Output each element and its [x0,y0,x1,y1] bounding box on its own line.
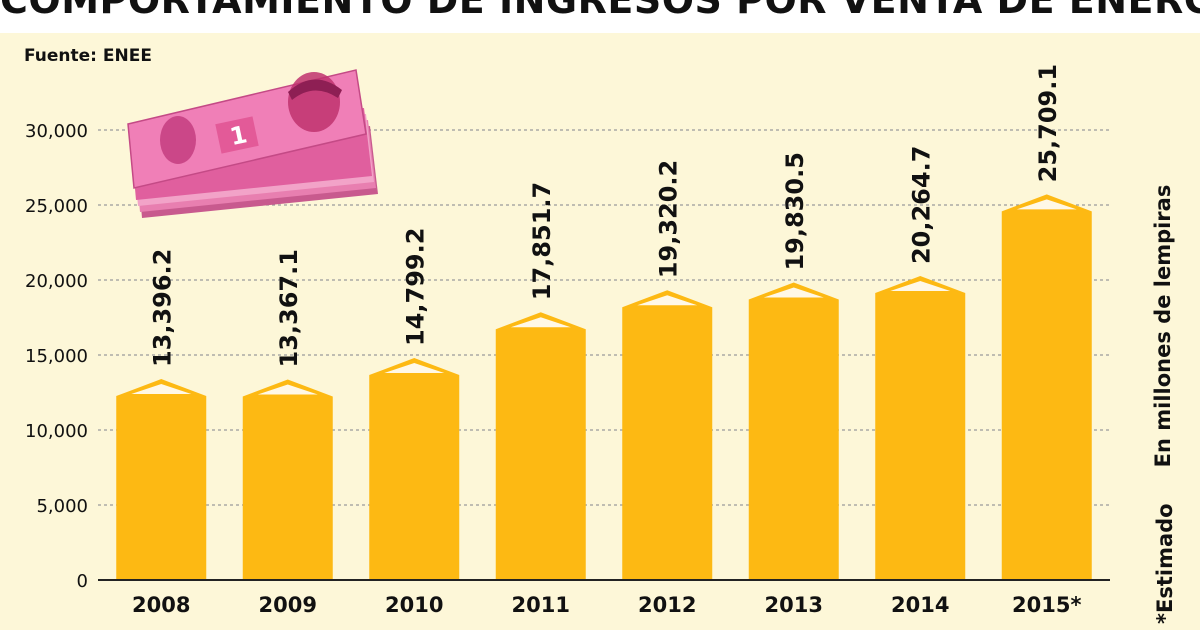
bar [495,312,586,580]
data-label: 13,367.1 [275,249,303,367]
data-label: 25,709.1 [1034,64,1062,182]
x-tick-label: 2012 [638,593,696,617]
y-tick-label: 0 [77,571,88,592]
x-tick-label: 2008 [132,593,190,617]
data-label: 20,264.7 [907,146,935,264]
x-axis-ticks: 2008 2009 2010 2011 2012 2013 2014 2015* [132,593,1081,617]
y-tick-label: 5,000 [36,496,88,517]
x-tick-label: 2013 [765,593,823,617]
bar [242,379,333,580]
bar [1001,194,1092,580]
bar-highlight [257,384,318,395]
footnote-estimado: *Estimado [1153,503,1177,624]
bar [116,379,207,580]
y-axis-ticks: 0 5,000 10,000 15,000 20,000 25,000 30,000 [25,121,88,592]
bar-highlight [510,317,571,328]
source-note: Fuente: ENEE [24,46,152,66]
bar [875,276,966,580]
title-strip: COMPORTAMIENTO DE INGRESOS POR VENTA DE … [0,0,1200,33]
side-axis-label: En millones de lempiras [1151,185,1175,468]
bar-highlight [131,384,192,395]
bar-highlight [637,295,698,306]
chart-title: COMPORTAMIENTO DE INGRESOS POR VENTA DE … [0,0,1200,22]
y-tick-label: 25,000 [25,196,88,217]
bars [116,194,1092,580]
x-tick-label: 2014 [891,593,949,617]
data-label: 19,320.2 [654,160,682,278]
x-tick-label: 2010 [385,593,443,617]
x-tick-label: 2011 [512,593,570,617]
bar [748,282,839,580]
data-label: 17,851.7 [528,182,556,300]
bar [369,358,460,580]
x-tick-label: 2015* [1012,593,1081,617]
y-tick-label: 10,000 [25,421,88,442]
bar [622,290,713,580]
value-labels: 13,396.2 13,367.1 14,799.2 17,851.7 19,320.2… [148,64,1062,368]
bar-highlight [890,281,951,292]
bar-highlight [763,287,824,298]
bar-highlight [1016,199,1077,210]
svg-text:1: 1 [227,120,249,151]
bar-highlight [384,363,445,374]
data-label: 19,830.5 [781,152,809,270]
y-tick-label: 30,000 [25,121,88,142]
x-tick-label: 2009 [259,593,317,617]
y-tick-label: 15,000 [25,346,88,367]
data-label: 14,799.2 [401,228,429,346]
y-tick-label: 20,000 [25,271,88,292]
data-label: 13,396.2 [148,249,176,367]
banknote-stack-icon: 1 [127,69,378,218]
